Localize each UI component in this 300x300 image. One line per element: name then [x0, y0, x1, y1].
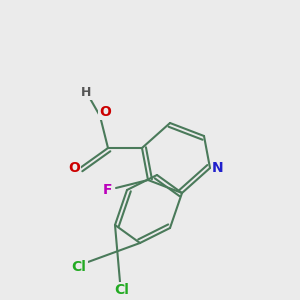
Text: N: N: [212, 161, 224, 175]
Text: Cl: Cl: [115, 283, 129, 297]
Text: O: O: [99, 105, 111, 119]
Text: Cl: Cl: [72, 260, 86, 274]
Text: O: O: [68, 161, 80, 175]
Text: H: H: [81, 85, 91, 98]
Text: F: F: [103, 183, 113, 197]
